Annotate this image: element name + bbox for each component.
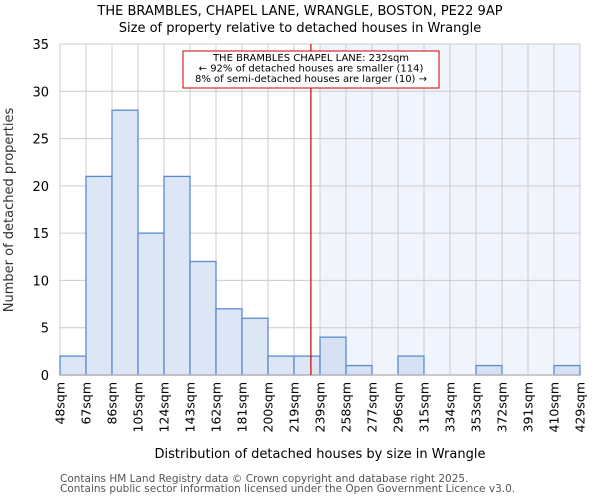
x-tick-label: 67sqm <box>79 382 94 425</box>
y-tick-label: 5 <box>41 322 49 337</box>
histogram-bar <box>475 364 503 376</box>
histogram-bar <box>293 355 321 376</box>
x-tick-label: 334sqm <box>443 382 458 432</box>
x-tick-label: 410sqm <box>547 382 562 432</box>
x-tick-label: 86sqm <box>105 382 120 425</box>
histogram-bar <box>111 109 139 376</box>
footer-line-1: Contains HM Land Registry data © Crown c… <box>60 473 469 485</box>
x-tick-label: 105sqm <box>131 382 146 432</box>
y-tick-label: 15 <box>32 227 49 242</box>
x-tick-label: 162sqm <box>209 382 224 432</box>
y-tick-label: 35 <box>32 38 49 53</box>
x-axis-label: Distribution of detached houses by size … <box>155 447 486 462</box>
x-tick-label: 296sqm <box>391 382 406 432</box>
y-tick-label: 20 <box>32 180 49 195</box>
y-tick-label: 10 <box>32 274 49 289</box>
x-tick-label: 258sqm <box>339 382 354 432</box>
x-tick-label: 124sqm <box>157 382 172 432</box>
histogram-bar <box>267 355 295 376</box>
histogram-bar <box>59 355 87 376</box>
footer-line-2: Contains public sector information licen… <box>60 483 516 495</box>
y-tick-label: 25 <box>32 133 49 148</box>
x-tick-label: 391sqm <box>521 382 536 432</box>
histogram-bar <box>553 364 581 376</box>
x-tick-label: 239sqm <box>313 382 328 432</box>
chart-subtitle: Size of property relative to detached ho… <box>118 21 482 36</box>
histogram-bar <box>85 175 113 376</box>
y-tick-label: 0 <box>41 369 49 384</box>
annotation-line-1: THE BRAMBLES CHAPEL LANE: 232sqm <box>212 53 409 64</box>
histogram-bar <box>345 364 373 376</box>
histogram-bar <box>319 336 347 376</box>
x-tick-label: 372sqm <box>495 382 510 432</box>
x-tick-label: 143sqm <box>183 382 198 432</box>
histogram-bar <box>163 175 191 376</box>
x-tick-label: 315sqm <box>417 382 432 432</box>
x-tick-label: 429sqm <box>573 382 588 432</box>
annotation-box <box>182 50 440 89</box>
histogram-bar <box>189 260 217 376</box>
x-tick-label: 277sqm <box>365 382 380 432</box>
x-tick-label: 353sqm <box>469 382 484 432</box>
annotation-line-3: 8% of semi-detached houses are larger (1… <box>195 74 427 85</box>
x-tick-label: 219sqm <box>287 382 302 432</box>
x-tick-label: 200sqm <box>261 382 276 432</box>
y-tick-label: 30 <box>32 85 49 100</box>
chart-title: THE BRAMBLES, CHAPEL LANE, WRANGLE, BOST… <box>97 4 503 19</box>
histogram-bar <box>241 317 269 376</box>
histogram-bar <box>397 355 425 376</box>
x-tick-label: 181sqm <box>235 382 250 432</box>
histogram-bar <box>137 232 165 376</box>
x-tick-label: 48sqm <box>53 382 68 425</box>
y-axis-label: Number of detached properties <box>2 108 17 313</box>
histogram-bar <box>215 308 243 376</box>
annotation-line-2: ← 92% of detached houses are smaller (11… <box>199 64 424 75</box>
